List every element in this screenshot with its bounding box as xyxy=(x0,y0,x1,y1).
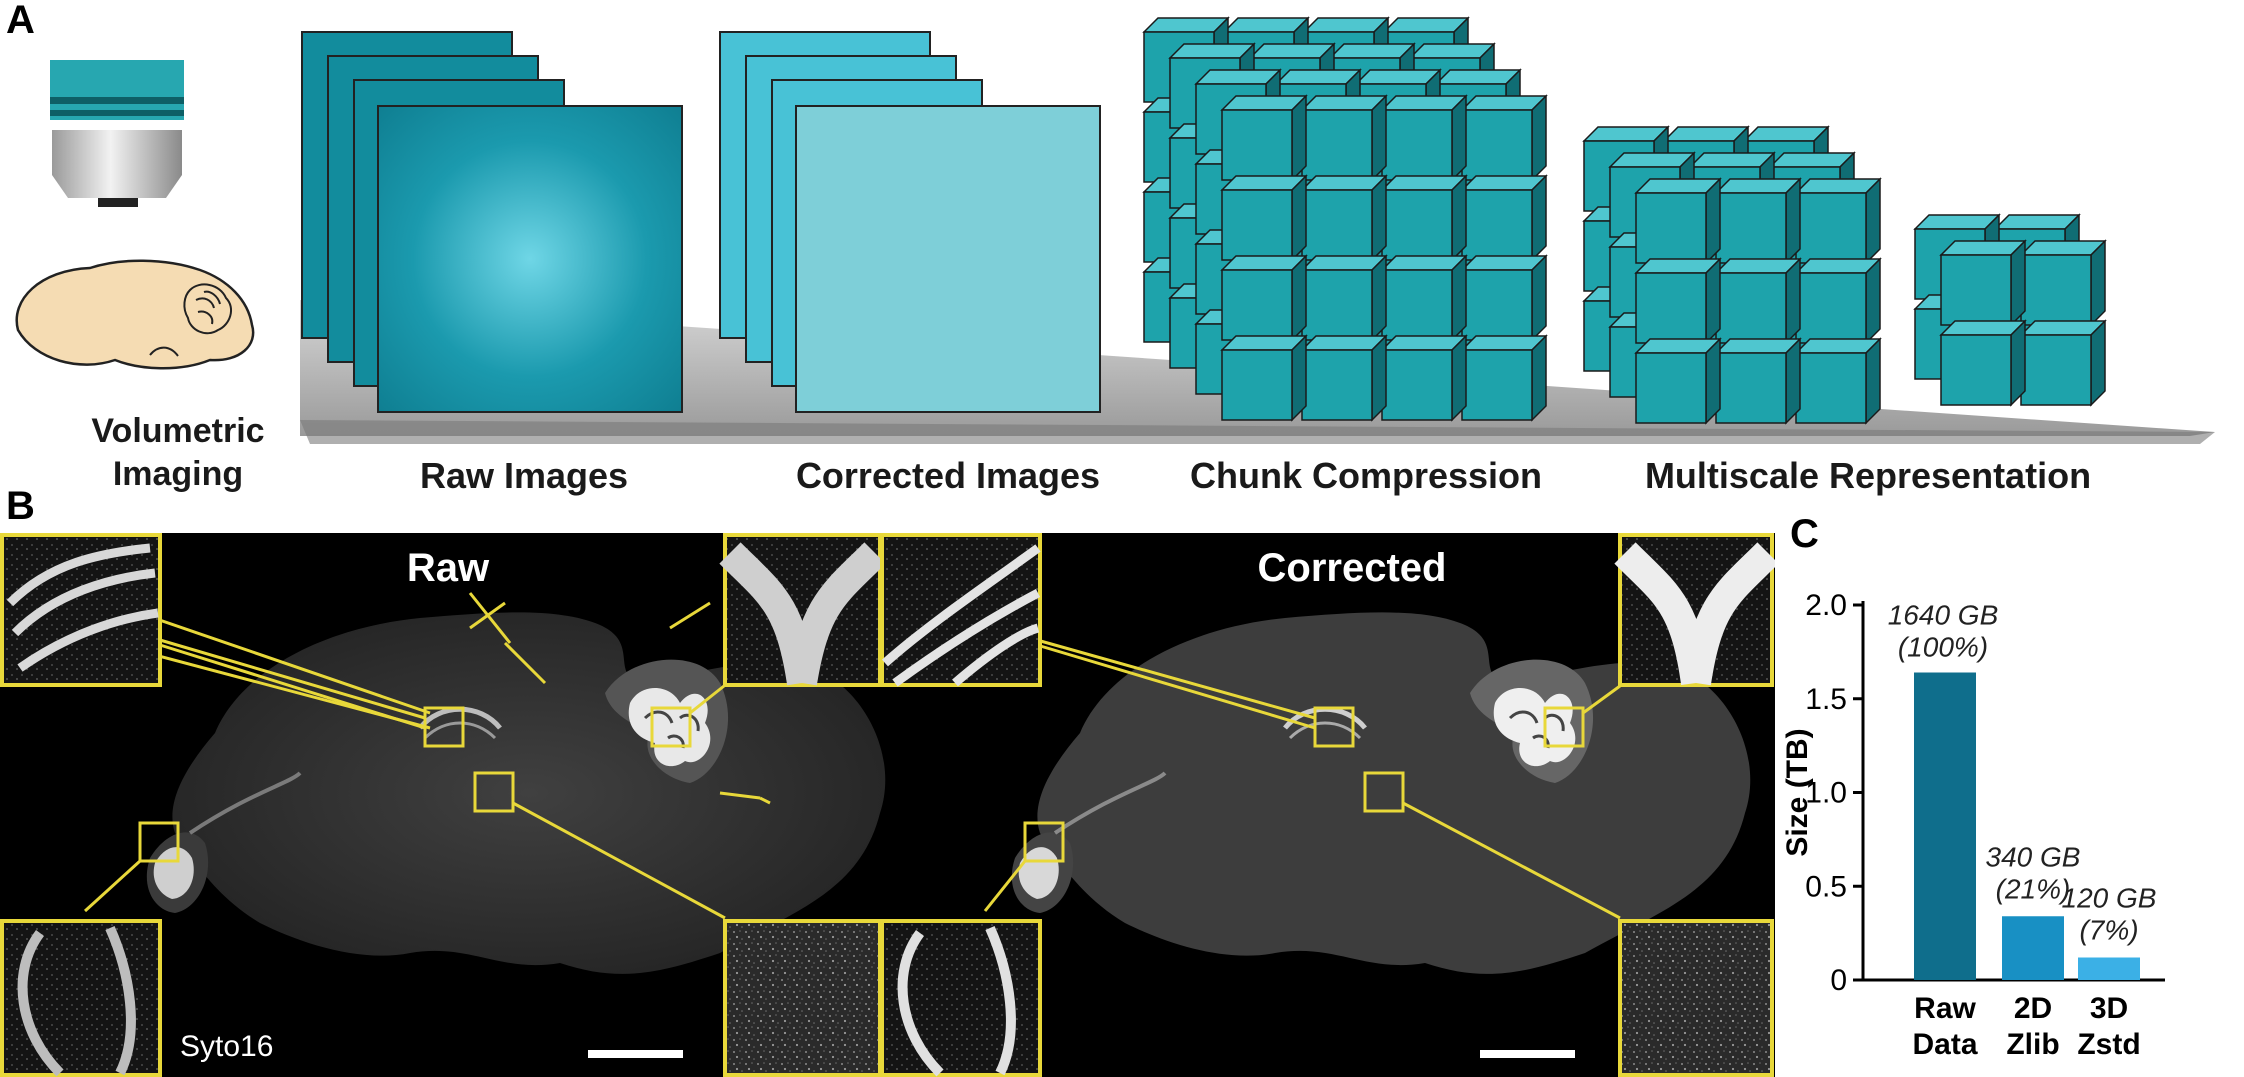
y-tick-label: 0.5 xyxy=(1805,870,1847,903)
raw-brain-section xyxy=(146,612,886,974)
panel-b-letter: B xyxy=(6,484,35,528)
inset-corrected-cortex xyxy=(1618,919,1774,1077)
x-category-label: Zlib xyxy=(2006,1028,2059,1061)
multiscale-cubes-level-2 xyxy=(1913,213,2107,407)
bar-value-label: 340 GB xyxy=(1986,841,2081,872)
inset-corrected-hippocampus xyxy=(880,533,1042,687)
volumetric-label-line2: Imaging xyxy=(112,455,244,493)
corrected-title: Corrected xyxy=(1257,546,1447,590)
stage-label-multiscale: Multiscale Representation xyxy=(1644,455,2092,496)
y-tick-label: 1.0 xyxy=(1805,777,1847,810)
scale-bar-corrected xyxy=(1480,1050,1575,1058)
bar-1 xyxy=(2002,916,2064,980)
volumetric-label-line1: Volumetric xyxy=(91,412,265,450)
pipeline-diagram xyxy=(15,16,2215,444)
bar-value-label: 1640 GB xyxy=(1888,600,1999,631)
storage-size-chart: 0 0.5 1.0 1.5 2.0 Size (TB) 1640 GB(100%) RawD… xyxy=(1781,589,2165,1061)
bar-value-label: (7%) xyxy=(2079,915,2138,946)
y-axis-label: Size (TB) xyxy=(1781,728,1814,856)
panel-c-letter: C xyxy=(1790,512,1819,556)
chunk-compression-cubes xyxy=(1142,16,1548,422)
bar-value-label: (100%) xyxy=(1898,632,1988,663)
stage-label-corrected: Corrected Images xyxy=(795,455,1101,496)
stage-label-raw: Raw Images xyxy=(419,455,629,496)
y-tick-label: 0 xyxy=(1830,964,1847,997)
corrected-brain-section xyxy=(1011,612,1751,974)
corrected-images-stack xyxy=(719,31,1101,413)
x-category-label: Data xyxy=(1912,1028,1977,1061)
bar-2 xyxy=(2078,957,2140,980)
microscope-objective-icon xyxy=(50,60,184,207)
brain-icon xyxy=(15,259,255,370)
inset-raw-cortex xyxy=(723,919,882,1077)
raw-images-stack xyxy=(301,31,683,413)
scale-bar-raw xyxy=(588,1050,683,1058)
stain-label: Syto16 xyxy=(180,1030,274,1063)
raw-title: Raw xyxy=(406,546,490,590)
x-category-label: Raw xyxy=(1914,992,1976,1025)
x-category-label: 2D xyxy=(2014,992,2052,1025)
multiscale-cubes-level-1 xyxy=(1582,125,1882,425)
panel-a-letter: A xyxy=(6,0,35,42)
x-category-label: 3D xyxy=(2090,992,2128,1025)
stage-label-chunk: Chunk Compression xyxy=(1189,455,1543,496)
bar-0 xyxy=(1914,672,1976,980)
y-tick-label: 2.0 xyxy=(1805,589,1847,622)
y-tick-label: 1.5 xyxy=(1805,683,1847,716)
microscopy-images xyxy=(0,533,1775,1077)
bar-value-label: (21%) xyxy=(1996,873,2071,904)
x-category-label: Zstd xyxy=(2077,1028,2140,1061)
bar-value-label: 120 GB xyxy=(2062,883,2157,914)
